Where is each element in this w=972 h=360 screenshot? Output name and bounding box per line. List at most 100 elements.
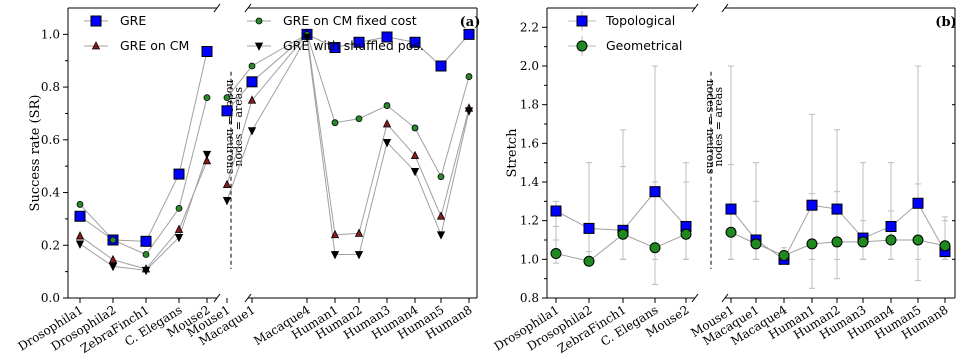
legend-label: GRE bbox=[120, 13, 146, 28]
axis-break-mark bbox=[721, 293, 729, 303]
series-points-0 bbox=[550, 186, 951, 265]
data-point bbox=[680, 228, 692, 240]
data-point bbox=[355, 115, 363, 123]
data-point bbox=[330, 229, 340, 239]
series-line-3 bbox=[79, 35, 470, 271]
y-axis-label: Success rate (SR) bbox=[28, 95, 43, 212]
data-point bbox=[142, 251, 150, 258]
series-line-1 bbox=[79, 33, 470, 270]
data-point bbox=[74, 210, 86, 222]
data-point bbox=[202, 150, 212, 160]
data-point bbox=[76, 201, 84, 208]
separator-label-neurons: nodes = neurons bbox=[704, 80, 717, 175]
axis-break-mark bbox=[213, 3, 221, 13]
y-tick-label: 0.8 bbox=[41, 80, 60, 94]
legend-label: GRE on CM fixed cost bbox=[283, 13, 417, 28]
separator-label-areas: nodes = areas bbox=[232, 87, 245, 167]
data-point bbox=[939, 240, 951, 252]
data-point bbox=[222, 197, 232, 206]
data-point bbox=[912, 234, 924, 246]
chart-panel-a: 0.00.20.40.60.81.0Drosophila1Drosophila2… bbox=[16, 3, 481, 356]
series-line bbox=[79, 51, 208, 242]
data-point bbox=[174, 224, 184, 233]
series-points-3 bbox=[75, 33, 474, 276]
y-tick-label: 1.0 bbox=[41, 27, 60, 41]
data-point bbox=[381, 31, 393, 43]
y-tick-label: 1.8 bbox=[520, 98, 539, 112]
legend-marker bbox=[90, 15, 102, 27]
legend-marker bbox=[576, 40, 588, 52]
data-point bbox=[75, 231, 85, 240]
data-point bbox=[831, 236, 843, 248]
data-point bbox=[725, 203, 737, 215]
y-tick-label: 1.2 bbox=[520, 214, 539, 228]
data-point bbox=[141, 266, 151, 276]
series-line bbox=[555, 190, 687, 231]
data-point bbox=[831, 203, 843, 215]
y-tick-label: 0.8 bbox=[520, 291, 539, 305]
data-point bbox=[409, 36, 421, 48]
data-point bbox=[857, 236, 869, 248]
y-tick-label: 2.0 bbox=[520, 59, 539, 73]
data-point bbox=[435, 60, 447, 72]
data-point bbox=[175, 204, 183, 212]
legend-marker bbox=[576, 15, 588, 27]
axis-break-mark bbox=[244, 293, 252, 303]
legend-label: GRE with shuffled pos. bbox=[283, 38, 424, 53]
axis-break-mark bbox=[721, 3, 729, 13]
data-point bbox=[725, 226, 737, 238]
series-points-2 bbox=[76, 30, 473, 258]
data-point bbox=[247, 95, 257, 104]
series-points-1 bbox=[75, 29, 474, 273]
data-point bbox=[173, 168, 185, 180]
legend-label: Topological bbox=[605, 13, 675, 28]
axes: 0.81.01.21.41.61.82.02.2Drosophila1Droso… bbox=[492, 3, 956, 356]
y-tick-label: 0.2 bbox=[41, 238, 60, 252]
series-line bbox=[226, 33, 470, 236]
y-tick-label: 0.4 bbox=[41, 186, 60, 200]
data-point bbox=[222, 179, 232, 189]
panel-label: (a) bbox=[460, 15, 481, 30]
data-point bbox=[912, 197, 924, 209]
data-point bbox=[354, 251, 364, 260]
data-point bbox=[203, 94, 211, 102]
data-point bbox=[302, 33, 312, 42]
axis-break-mark bbox=[691, 293, 699, 303]
data-point bbox=[583, 255, 595, 267]
axis-break-mark bbox=[244, 3, 252, 13]
data-point bbox=[778, 249, 790, 261]
legend-marker bbox=[254, 42, 264, 51]
data-point bbox=[436, 211, 446, 220]
data-point bbox=[382, 119, 392, 128]
series-line-2 bbox=[79, 33, 470, 256]
data-point bbox=[108, 254, 118, 264]
data-point bbox=[331, 119, 339, 127]
data-point bbox=[649, 186, 661, 198]
y-tick-label: 2.2 bbox=[520, 20, 539, 34]
data-point bbox=[248, 62, 256, 70]
data-point bbox=[410, 168, 420, 177]
series-line bbox=[226, 35, 470, 255]
data-point bbox=[436, 231, 446, 240]
legend-label: GRE on CM bbox=[120, 38, 189, 53]
legend: GRE GRE on CM GRE on CM fixed cost GRE with… bbox=[84, 13, 424, 53]
y-tick-label: 0.0 bbox=[41, 291, 60, 305]
data-point bbox=[223, 94, 231, 102]
data-point bbox=[411, 124, 419, 132]
data-point bbox=[354, 228, 364, 237]
data-point bbox=[617, 228, 629, 240]
data-point bbox=[174, 233, 184, 243]
data-point bbox=[353, 36, 365, 48]
y-tick-label: 1.6 bbox=[520, 136, 539, 150]
data-point bbox=[108, 262, 118, 272]
legend-marker bbox=[255, 17, 263, 25]
data-point bbox=[221, 105, 233, 117]
data-point bbox=[383, 102, 391, 109]
data-point bbox=[140, 235, 152, 247]
data-point bbox=[329, 42, 341, 54]
axes: 0.00.20.40.60.81.0Drosophila1Drosophila2… bbox=[16, 3, 478, 356]
separator-label-areas: nodes = areas bbox=[712, 87, 725, 167]
data-point bbox=[806, 199, 818, 211]
data-point bbox=[750, 238, 762, 250]
